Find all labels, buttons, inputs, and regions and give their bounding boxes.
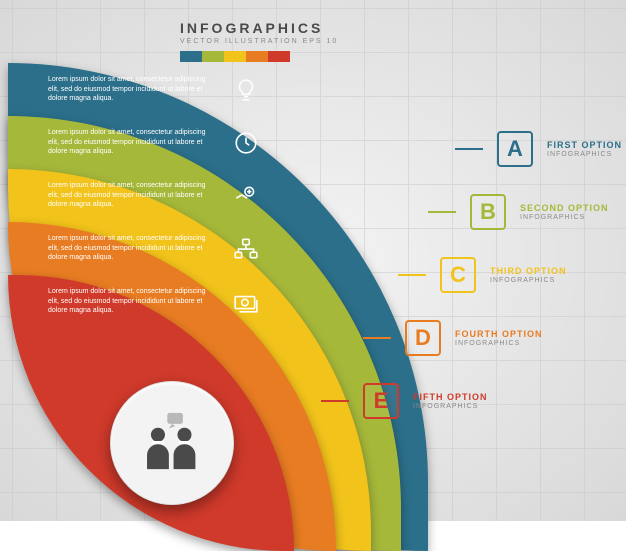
legend-connector [363,337,391,339]
wave-layer-content: Lorem ipsum dolor sit amet, consectetur … [48,63,428,116]
legend-e: E FIFTH OPTIONINFOGRAPHICS [321,383,488,419]
legend-b: B SECOND OPTIONINFOGRAPHICS [428,194,609,230]
page-title: INFOGRAPHICS [180,20,338,36]
legend-c: C THIRD OPTIONINFOGRAPHICS [398,257,567,293]
legend-text: THIRD OPTIONINFOGRAPHICS [490,266,567,284]
legend-letter: B [470,194,506,230]
layer-description: Lorem ipsum dolor sit amet, consectetur … [48,287,218,315]
header: INFOGRAPHICS VECTOR ILLUSTRATION EPS 10 [180,20,338,62]
legend-label: FIRST OPTION [547,140,622,150]
wave-layer-content: Lorem ipsum dolor sit amet, consectetur … [48,275,294,328]
wave-layer-content: Lorem ipsum dolor sit amet, consectetur … [48,222,336,275]
color-chip [268,51,290,62]
legend-text: FIFTH OPTIONINFOGRAPHICS [413,392,488,410]
legend-connector [428,211,456,213]
legend-sublabel: INFOGRAPHICS [413,403,488,410]
legend-letter: E [363,383,399,419]
legend-sublabel: INFOGRAPHICS [490,277,567,284]
legend-label: SECOND OPTION [520,203,609,213]
bulb-icon [232,76,260,104]
legend-label: FIFTH OPTION [413,392,488,402]
legend-text: SECOND OPTIONINFOGRAPHICS [520,203,609,221]
legend-a: A FIRST OPTIONINFOGRAPHICS [455,131,622,167]
color-chips [180,51,338,62]
legend-connector [321,400,349,402]
legend-label: THIRD OPTION [490,266,567,276]
legend-sublabel: INFOGRAPHICS [455,340,543,347]
layer-description: Lorem ipsum dolor sit amet, consectetur … [48,128,218,156]
org-icon [232,235,260,263]
people-icon [133,411,211,476]
legend-sublabel: INFOGRAPHICS [547,151,622,158]
color-chip [180,51,202,62]
legend-d: D FOURTH OPTIONINFOGRAPHICS [363,320,543,356]
people-circle [110,381,234,505]
legend-connector [398,274,426,276]
color-chip [224,51,246,62]
legend-connector [455,148,483,150]
money-icon [232,288,260,316]
legend-sublabel: INFOGRAPHICS [520,214,609,221]
wave-layer-content: Lorem ipsum dolor sit amet, consectetur … [48,116,401,169]
legend-letter: A [497,131,533,167]
wave-layer-content: Lorem ipsum dolor sit amet, consectetur … [48,169,371,222]
clock-icon [232,129,260,157]
legend-letter: D [405,320,441,356]
color-chip [202,51,224,62]
legend-text: FIRST OPTIONINFOGRAPHICS [547,140,622,158]
legend-letter: C [440,257,476,293]
color-chip [246,51,268,62]
legend-text: FOURTH OPTIONINFOGRAPHICS [455,329,543,347]
legend-label: FOURTH OPTION [455,329,543,339]
layer-description: Lorem ipsum dolor sit amet, consectetur … [48,234,218,262]
page-subtitle: VECTOR ILLUSTRATION EPS 10 [180,38,338,45]
layer-description: Lorem ipsum dolor sit amet, consectetur … [48,181,218,209]
layer-description: Lorem ipsum dolor sit amet, consectetur … [48,75,218,103]
coins-icon [232,182,260,210]
infographic-stage: Lorem ipsum dolor sit amet, consectetur … [0,63,626,521]
